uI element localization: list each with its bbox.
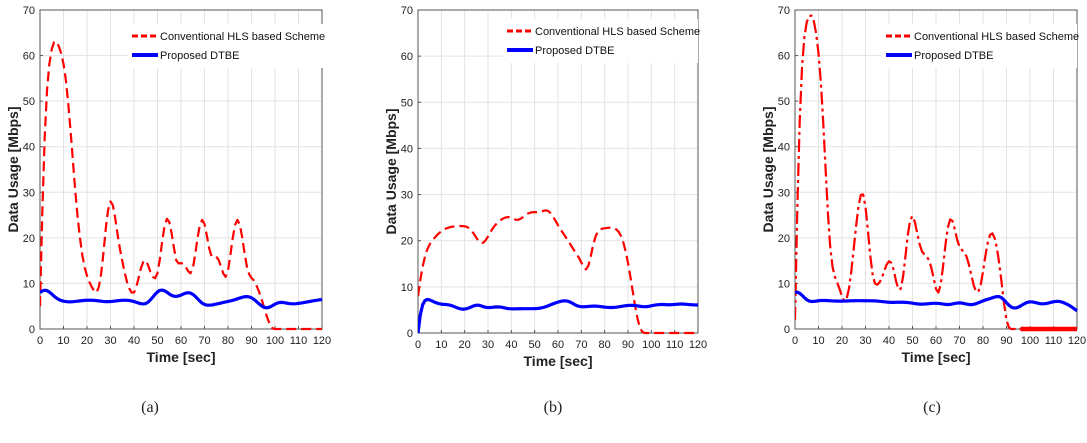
- x-tick-label: 70: [575, 339, 587, 351]
- x-tick-label: 60: [552, 339, 564, 351]
- y-tick-label: 0: [407, 328, 413, 340]
- series-line-proposed-dtbe: [40, 288, 323, 310]
- x-tick-label: 50: [151, 335, 163, 347]
- x-tick-label: 30: [482, 339, 494, 351]
- y-tick-label: 70: [778, 5, 790, 17]
- x-tick-label: 120: [689, 339, 707, 351]
- legend-box: [128, 24, 323, 68]
- chart-panel-a: 0 10 20 30 40 50 60 70 80 90 100 110 120 0 10 20 30 40 50 6…: [5, 5, 331, 416]
- series-line-conventional-hls-based-scheme: [418, 209, 698, 335]
- y-tick-label: 70: [401, 5, 413, 17]
- y-tick-label: 0: [29, 324, 35, 336]
- y-tick-label: 20: [23, 233, 35, 245]
- y-tick-label: 70: [23, 5, 35, 17]
- series-line-conventional-hls-based-scheme: [40, 40, 322, 331]
- y-tick-label: 10: [401, 282, 413, 294]
- y-tick-label: 40: [23, 142, 35, 154]
- x-tick-label: 30: [104, 335, 116, 347]
- legend-entry-label: Conventional HLS based Scheme: [914, 31, 1079, 43]
- panel-caption: (b): [544, 399, 563, 416]
- x-tick-label: 70: [953, 335, 965, 347]
- y-tick-label: 40: [778, 142, 790, 154]
- panel-caption: (c): [923, 399, 941, 416]
- y-tick-label: 20: [778, 233, 790, 245]
- x-tick-label: 10: [812, 335, 824, 347]
- y-tick-label: 30: [778, 187, 790, 199]
- y-tick-label: 30: [23, 187, 35, 199]
- legend-box: [503, 19, 698, 63]
- x-tick-label: 40: [505, 339, 517, 351]
- legend-entry-label: Conventional HLS based Scheme: [535, 26, 700, 38]
- x-tick-label: 20: [459, 339, 471, 351]
- x-tick-label: 40: [128, 335, 140, 347]
- legend: Conventional HLS based Scheme Proposed DT…: [882, 24, 1079, 68]
- x-tick-label: 100: [642, 339, 660, 351]
- x-tick-label: 10: [435, 339, 447, 351]
- x-tick-label: 110: [1045, 335, 1063, 347]
- y-axis-label: Data Usage [Mbps]: [5, 106, 21, 232]
- legend-entry-label: Proposed DTBE: [914, 50, 993, 62]
- x-tick-label: 40: [883, 335, 895, 347]
- y-tick-label: 30: [401, 190, 413, 202]
- y-tick-label: 60: [778, 51, 790, 63]
- x-tick-label: 100: [1021, 335, 1039, 347]
- x-tick-label: 120: [313, 335, 331, 347]
- x-axis-label: Time [sec]: [902, 349, 971, 365]
- legend-box: [882, 24, 1077, 68]
- y-axis-label: Data Usage [Mbps]: [760, 106, 776, 232]
- x-tick-label: 10: [57, 335, 69, 347]
- x-tick-label: 60: [930, 335, 942, 347]
- y-tick-label: 50: [23, 96, 35, 108]
- x-tick-label: 20: [81, 335, 93, 347]
- y-tick-label: 10: [23, 278, 35, 290]
- x-tick-label: 80: [222, 335, 234, 347]
- x-axis-label: Time [sec]: [524, 353, 593, 369]
- x-tick-label: 100: [266, 335, 284, 347]
- panel-caption: (a): [141, 399, 159, 416]
- x-tick-label: 50: [529, 339, 541, 351]
- x-tick-label: 60: [175, 335, 187, 347]
- x-tick-label: 0: [415, 339, 421, 351]
- x-axis-label: Time [sec]: [147, 349, 216, 365]
- x-tick-label: 80: [599, 339, 611, 351]
- y-tick-label: 40: [401, 143, 413, 155]
- legend-entry-label: Conventional HLS based Scheme: [160, 31, 325, 43]
- y-tick-label: 50: [778, 96, 790, 108]
- x-tick-label: 70: [198, 335, 210, 347]
- y-tick-label: 60: [23, 51, 35, 63]
- x-tick-label: 80: [977, 335, 989, 347]
- x-tick-label: 50: [906, 335, 918, 347]
- x-tick-label: 90: [1000, 335, 1012, 347]
- x-tick-label: 0: [37, 335, 43, 347]
- x-tick-label: 0: [792, 335, 798, 347]
- y-axis-label: Data Usage [Mbps]: [383, 108, 399, 234]
- legend-entry-label: Proposed DTBE: [160, 50, 239, 62]
- legend: Conventional HLS based Scheme Proposed DT…: [503, 19, 700, 63]
- x-tick-label: 30: [859, 335, 871, 347]
- series-line-proposed-dtbe: [418, 297, 699, 334]
- x-tick-label: 110: [666, 339, 684, 351]
- series-line-proposed-dtbe: [795, 290, 1078, 313]
- legend: Conventional HLS based Scheme Proposed DT…: [128, 24, 325, 68]
- y-tick-label: 0: [784, 324, 790, 336]
- y-tick-label: 60: [401, 51, 413, 63]
- chart-panel-c: 0 10 20 30 40 50 60 70 80 90 100 110 120 0 10 20 30 40 50 6…: [760, 5, 1086, 416]
- x-tick-label: 90: [622, 339, 634, 351]
- chart-panel-b: 0 10 20 30 40 50 60 70 80 90 100 110 120 0 10 20 30 40 50 6…: [383, 5, 707, 416]
- y-tick-label: 10: [778, 278, 790, 290]
- y-tick-label: 50: [401, 97, 413, 109]
- x-tick-label: 110: [290, 335, 308, 347]
- legend-entry-label: Proposed DTBE: [535, 45, 614, 57]
- x-tick-label: 90: [245, 335, 257, 347]
- x-tick-label: 20: [836, 335, 848, 347]
- x-tick-label: 120: [1068, 335, 1086, 347]
- y-tick-label: 20: [401, 236, 413, 248]
